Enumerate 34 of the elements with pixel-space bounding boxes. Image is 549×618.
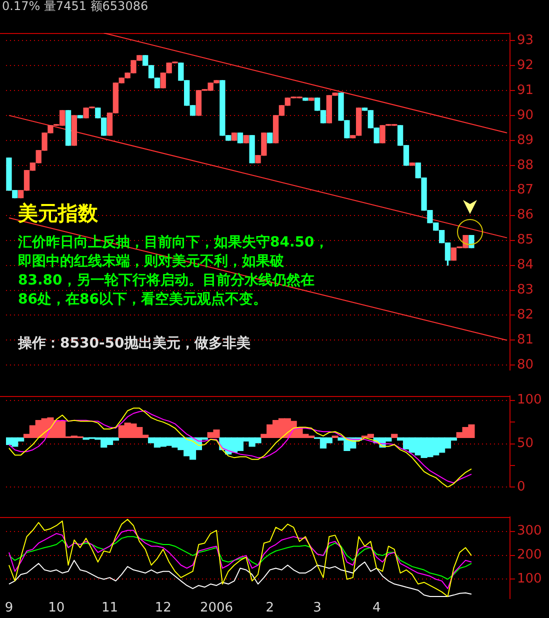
- x-tick-label: 3: [313, 600, 322, 616]
- text: 0.17% 量7451 额653086: [2, 0, 148, 14]
- x-tick-label: 12: [154, 600, 172, 616]
- x-tick-label: 9: [4, 600, 14, 616]
- y-tick-label: 84: [517, 258, 534, 273]
- y-tick-label: 80: [517, 358, 534, 373]
- x-tick-label: 2: [266, 600, 274, 616]
- bar: [391, 434, 398, 438]
- x-tick-label: 4: [372, 600, 381, 616]
- y-tick-label: 83: [517, 282, 534, 298]
- y-tick-label: 89: [517, 132, 534, 148]
- y-tick-label: 86: [517, 208, 534, 223]
- x-tick-label: 11: [101, 600, 118, 616]
- y-tick-label: 200: [517, 548, 542, 563]
- y-tick-label: 90: [517, 108, 534, 123]
- y-tick-label: 100: [517, 392, 542, 408]
- y-tick-label: 50: [517, 436, 534, 452]
- y-tick-label: 87: [517, 182, 534, 198]
- y-tick-label: 300: [517, 524, 542, 539]
- y-tick-label: 92: [517, 58, 534, 73]
- y-tick-label: 81: [517, 332, 534, 348]
- y-tick-label: 88: [517, 158, 534, 173]
- y-tick-label: 93: [517, 32, 534, 48]
- y-tick-label: 100: [517, 572, 542, 587]
- x-tick-label: 10: [48, 600, 65, 616]
- y-tick-label: 82: [517, 308, 534, 323]
- annotation: 操作：8530-50抛出美元，做多非美: [17, 334, 250, 352]
- annotation: 86处，在86以下，看空美元观点不变。: [18, 290, 267, 308]
- y-tick-label: 0: [517, 480, 526, 495]
- text: 美元指数: [17, 201, 99, 226]
- y-tick-label: 85: [517, 232, 534, 248]
- x-tick-label: 2006: [200, 600, 234, 616]
- y-tick-label: 91: [517, 82, 534, 98]
- bar: [332, 436, 338, 438]
